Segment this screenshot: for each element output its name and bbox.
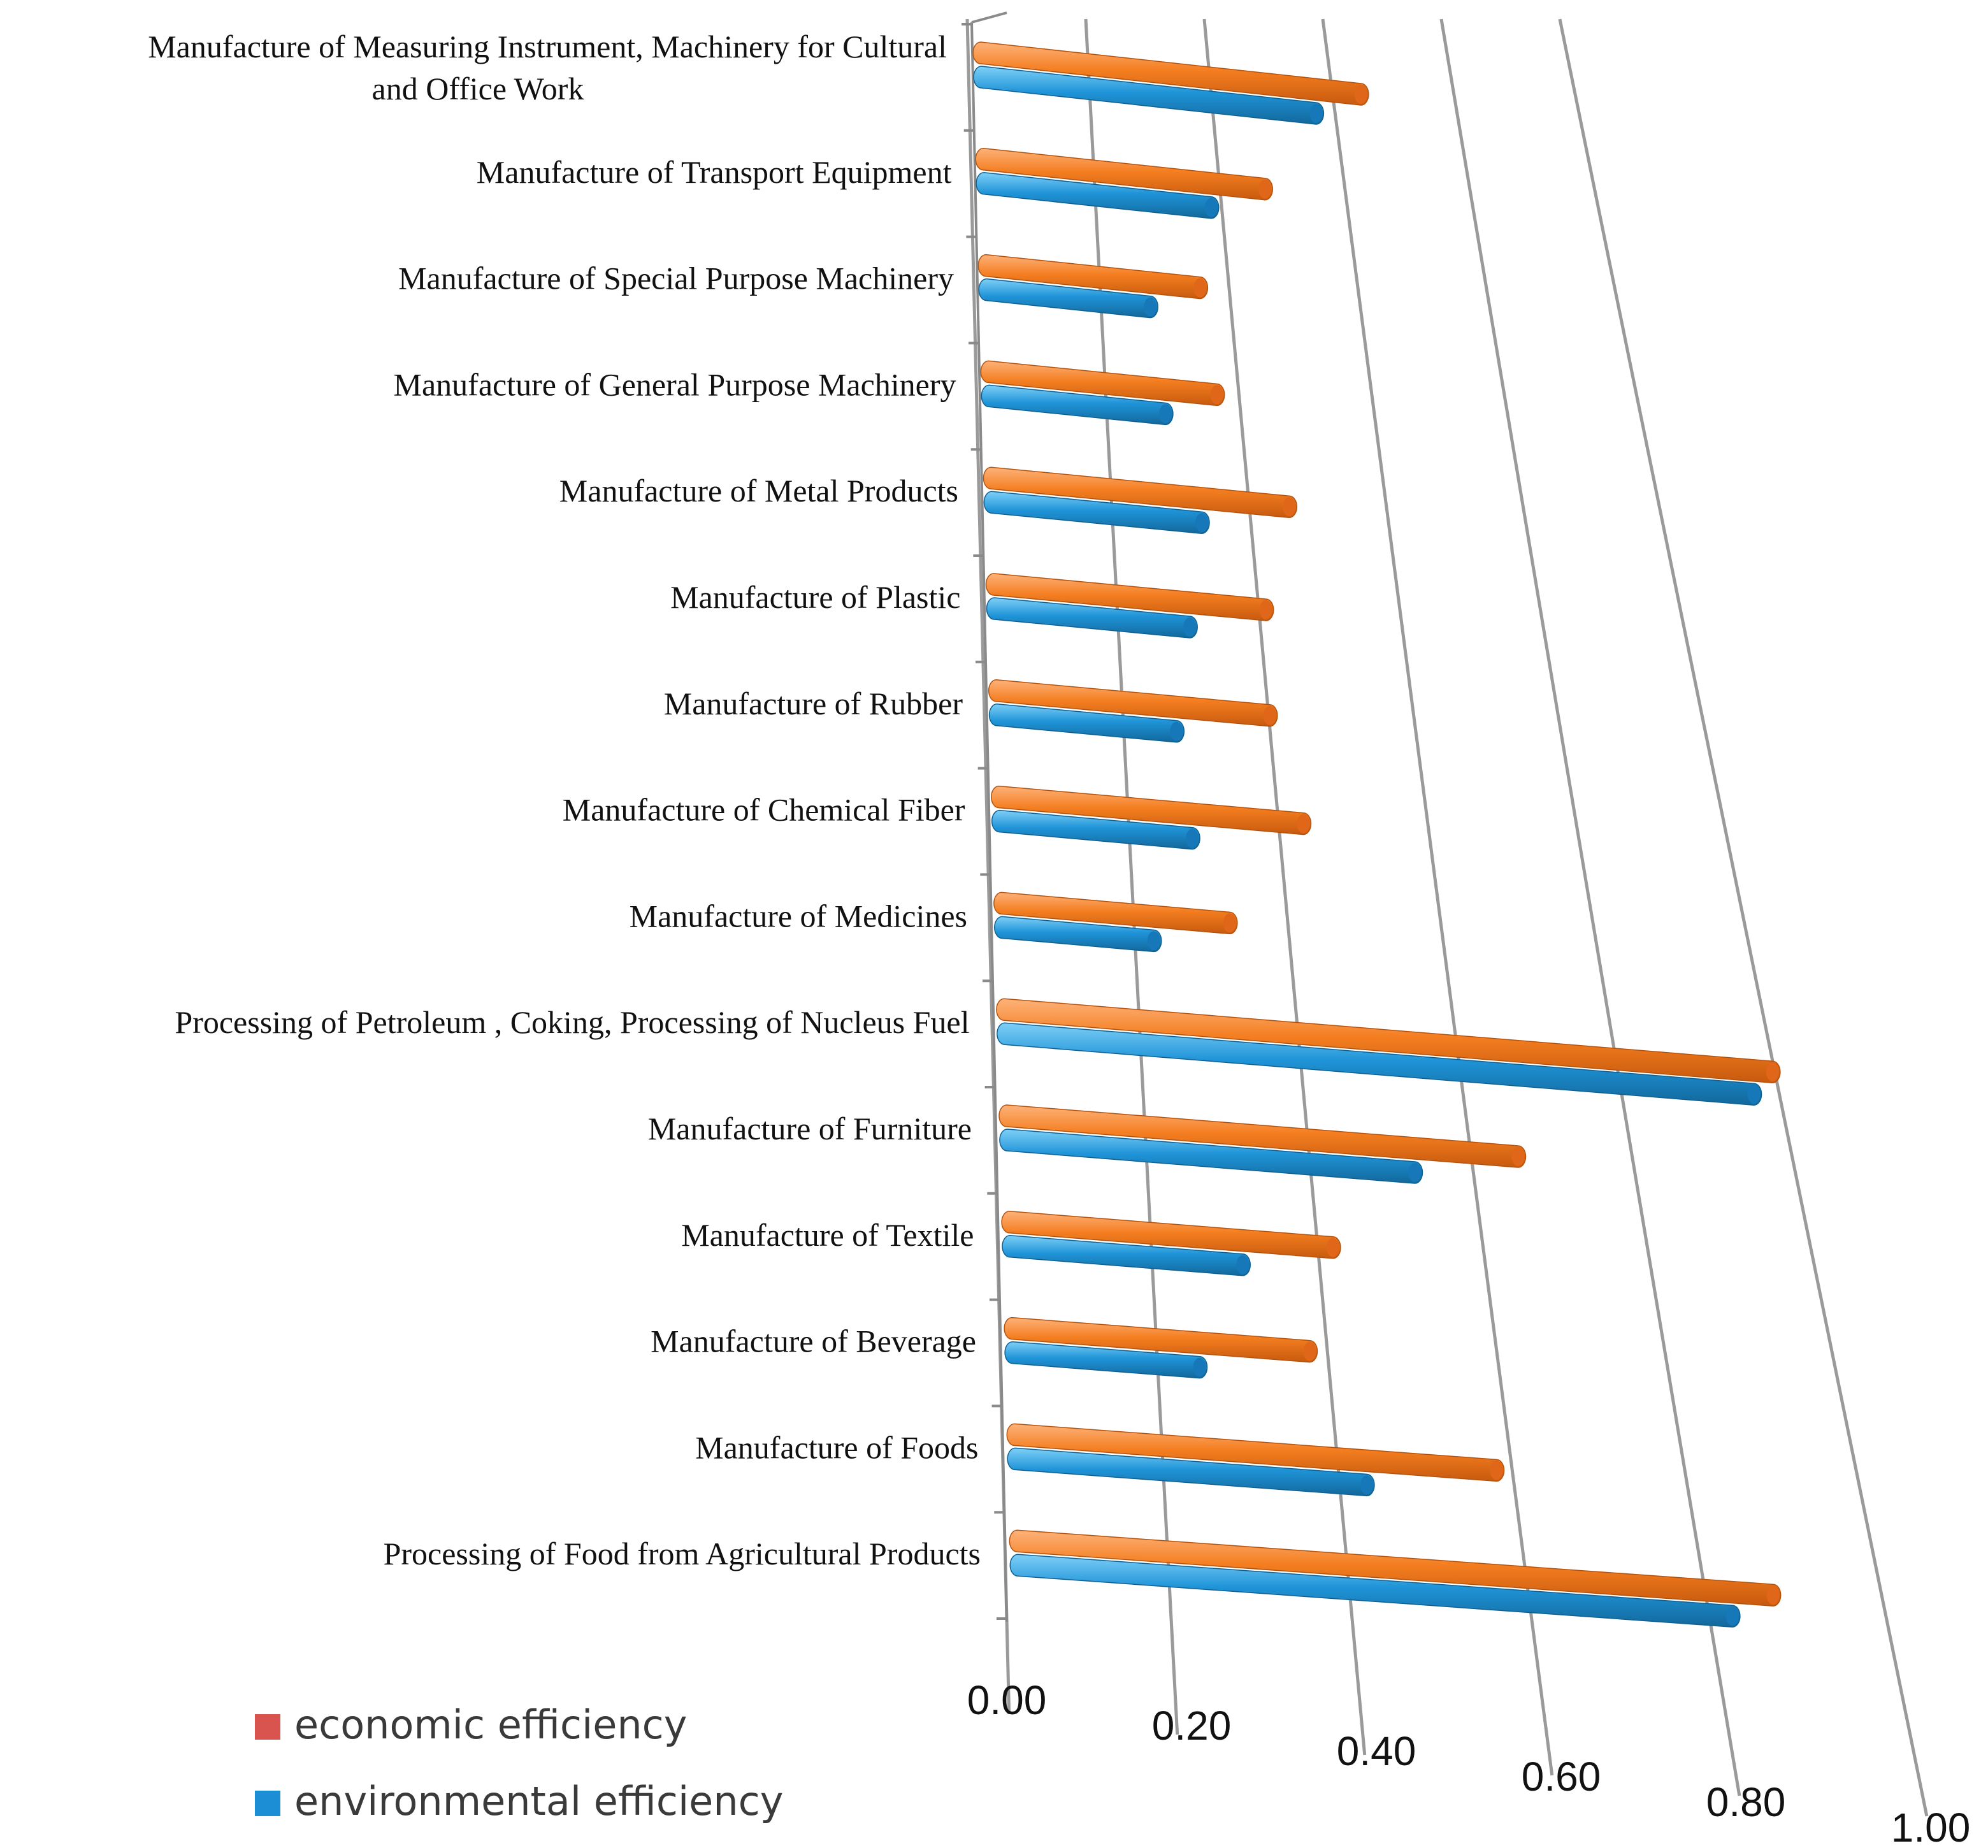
gridline-2 bbox=[1202, 18, 1367, 1756]
environmental-bar-cap-0 bbox=[1309, 104, 1323, 123]
environmental-bar-cap-11 bbox=[1236, 1255, 1250, 1274]
economic-bar-cap-0 bbox=[1354, 85, 1367, 104]
economic-bar-6 bbox=[988, 679, 1278, 727]
axis-top-cap bbox=[971, 11, 1007, 24]
environmental-bar-7 bbox=[991, 809, 1200, 850]
environmental-bar-11 bbox=[1002, 1235, 1251, 1276]
environmental-bar-cap-2 bbox=[1144, 297, 1157, 317]
category-label-3: Manufacture of General Purpose Machinery bbox=[394, 366, 956, 402]
x-tick-label-4: 0.80 bbox=[1706, 1779, 1786, 1825]
economic-bar-cap-8 bbox=[1223, 913, 1236, 933]
environmental-bar-cap-14 bbox=[1725, 1606, 1739, 1626]
environmental-bar-9 bbox=[997, 1022, 1762, 1106]
environmental-bar-2 bbox=[978, 278, 1158, 319]
bars bbox=[972, 41, 1782, 1628]
category-label-0-line-2: and Office Work bbox=[372, 71, 584, 106]
environmental-bar-5 bbox=[986, 597, 1198, 639]
economic-bar-cap-1 bbox=[1258, 179, 1272, 199]
gridline-3 bbox=[1321, 18, 1554, 1776]
category-label-13: Manufacture of Foods bbox=[695, 1429, 978, 1465]
category-label-0-line-1: Manufacture of Measuring Instrument, Mac… bbox=[148, 29, 947, 64]
environmental-bar-cap-6 bbox=[1170, 721, 1183, 741]
economic-bar-cap-4 bbox=[1283, 497, 1296, 517]
economic-bar-5 bbox=[985, 573, 1274, 621]
environmental-bar-cap-13 bbox=[1360, 1475, 1373, 1495]
economic-bar-13 bbox=[1006, 1423, 1505, 1482]
environmental-bar-3 bbox=[981, 384, 1174, 426]
x-tick-label-2: 0.40 bbox=[1337, 1728, 1416, 1774]
category-label-2: Manufacture of Special Purpose Machinery bbox=[398, 261, 954, 296]
environmental-bar-13 bbox=[1007, 1447, 1375, 1497]
legend-label-environmental: environmental efficiency bbox=[294, 1778, 783, 1824]
legend-swatch-environmental bbox=[255, 1791, 280, 1816]
category-label-4: Manufacture of Metal Products bbox=[559, 473, 958, 509]
environmental-bar-4 bbox=[983, 491, 1210, 534]
economic-bar-cap-7 bbox=[1297, 814, 1310, 834]
economic-bar-0 bbox=[972, 41, 1369, 106]
category-labels: Manufacture of Measuring Instrument, Mac… bbox=[148, 29, 981, 1571]
economic-bar-8 bbox=[993, 892, 1238, 935]
gridline-4 bbox=[1439, 18, 1741, 1796]
legend-swatch-economic bbox=[255, 1714, 280, 1740]
category-label-14: Processing of Food from Agricultural Pro… bbox=[384, 1536, 981, 1571]
environmental-bar-cap-1 bbox=[1204, 198, 1218, 217]
category-label-12: Manufacture of Beverage bbox=[651, 1324, 976, 1359]
legend-label-economic: economic efficiency bbox=[294, 1701, 687, 1748]
category-axis-line bbox=[970, 22, 1008, 1622]
gridline-5 bbox=[1558, 18, 1929, 1817]
environmental-bar-cap-9 bbox=[1747, 1085, 1761, 1104]
category-label-1: Manufacture of Transport Equipment bbox=[477, 154, 952, 190]
environmental-bar-cap-7 bbox=[1186, 828, 1199, 848]
economic-bar-10 bbox=[998, 1104, 1527, 1168]
environmental-bar-8 bbox=[994, 916, 1162, 953]
economic-bar-cap-13 bbox=[1490, 1461, 1503, 1480]
economic-bar-cap-2 bbox=[1193, 278, 1207, 298]
category-label-6: Manufacture of Rubber bbox=[664, 686, 963, 721]
economic-bar-cap-5 bbox=[1259, 600, 1272, 619]
category-axis bbox=[962, 11, 1008, 1622]
category-label-5: Manufacture of Plastic bbox=[670, 579, 960, 615]
economic-bar-cap-9 bbox=[1766, 1062, 1779, 1082]
economic-bar-cap-11 bbox=[1326, 1238, 1339, 1257]
category-label-7: Manufacture of Chemical Fiber bbox=[563, 792, 965, 828]
category-label-11: Manufacture of Textile bbox=[681, 1217, 974, 1253]
environmental-bar-14 bbox=[1009, 1554, 1741, 1628]
x-tick-label-1: 0.20 bbox=[1152, 1703, 1232, 1749]
environmental-bar-cap-10 bbox=[1408, 1163, 1422, 1182]
environmental-bar-10 bbox=[999, 1129, 1423, 1184]
environmental-bar-12 bbox=[1004, 1341, 1208, 1379]
category-label-10: Manufacture of Furniture bbox=[648, 1111, 972, 1146]
x-axis-tick-labels: 0.00 0.20 0.40 0.60 0.80 1.00 bbox=[967, 1677, 1971, 1848]
economic-bar-9 bbox=[996, 998, 1781, 1083]
x-tick-label-0: 0.00 bbox=[967, 1677, 1047, 1723]
economic-bar-cap-3 bbox=[1210, 385, 1223, 405]
economic-bar-12 bbox=[1004, 1317, 1318, 1363]
category-label-9: Processing of Petroleum , Coking, Proces… bbox=[175, 1004, 969, 1040]
environmental-bar-cap-5 bbox=[1183, 617, 1197, 637]
economic-bar-cap-10 bbox=[1511, 1147, 1525, 1166]
x-tick-label-3: 0.60 bbox=[1522, 1754, 1601, 1800]
economic-bar-11 bbox=[1001, 1211, 1341, 1259]
category-label-8: Manufacture of Medicines bbox=[630, 898, 967, 934]
environmental-bar-cap-4 bbox=[1195, 513, 1209, 533]
environmental-bar-cap-8 bbox=[1147, 931, 1160, 951]
environmental-bar-cap-3 bbox=[1158, 404, 1172, 424]
economic-bar-2 bbox=[977, 254, 1209, 300]
x-tick-label-5: 1.00 bbox=[1891, 1805, 1971, 1848]
environmental-bar-0 bbox=[973, 66, 1325, 125]
economic-bar-7 bbox=[990, 785, 1312, 835]
economic-bar-cap-12 bbox=[1303, 1341, 1316, 1361]
environmental-bar-cap-12 bbox=[1193, 1357, 1206, 1377]
economic-bar-3 bbox=[980, 360, 1225, 407]
economic-bar-cap-14 bbox=[1766, 1585, 1780, 1605]
environmental-bar-6 bbox=[988, 704, 1185, 743]
economic-bar-14 bbox=[1009, 1529, 1782, 1606]
economic-bar-cap-6 bbox=[1263, 705, 1276, 725]
legend: economic efficiency environmental efficie… bbox=[255, 1701, 783, 1824]
economic-bar-4 bbox=[983, 466, 1298, 518]
economic-bar-1 bbox=[975, 148, 1273, 201]
environmental-bar-1 bbox=[976, 172, 1220, 219]
